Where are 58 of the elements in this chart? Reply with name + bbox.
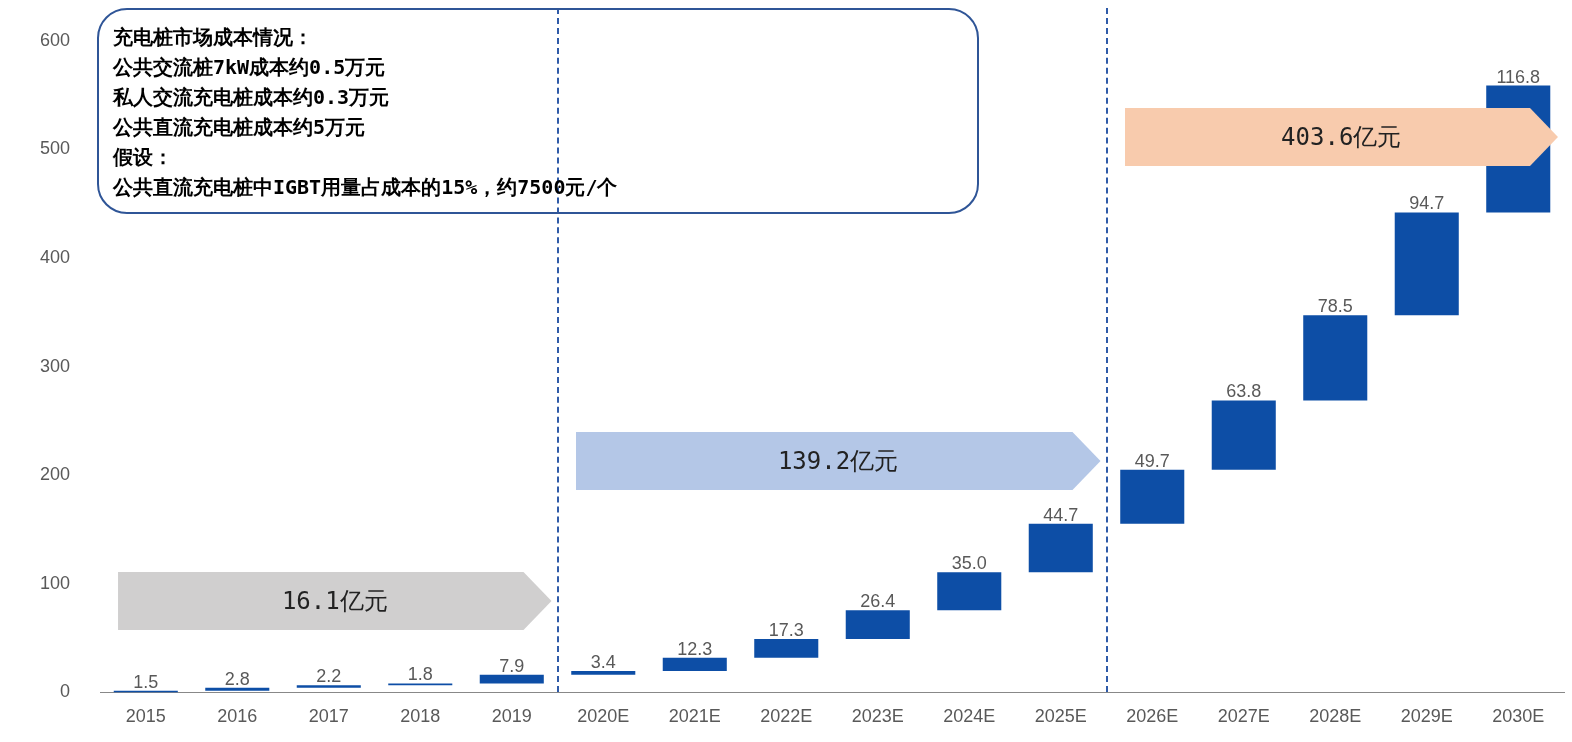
bar	[1211, 400, 1276, 470]
y-tick-label: 0	[60, 681, 71, 702]
data-label: 1.5	[133, 671, 159, 692]
x-tick-label: 2026E	[1126, 706, 1179, 727]
bar	[1028, 523, 1093, 573]
data-label: 49.7	[1134, 450, 1170, 471]
bar	[205, 687, 270, 691]
data-label: 12.3	[677, 638, 713, 659]
data-label: 1.8	[407, 664, 433, 685]
data-label: 94.7	[1409, 193, 1445, 214]
x-tick-label: 2028E	[1309, 706, 1362, 727]
x-tick-label: 2022E	[760, 706, 813, 727]
y-tick-label: 600	[39, 29, 71, 50]
data-label: 7.9	[499, 655, 525, 676]
bar	[662, 657, 727, 672]
x-tick-label: 2025E	[1034, 706, 1087, 727]
bar	[1120, 469, 1185, 524]
bar	[1394, 212, 1459, 316]
bar	[296, 685, 361, 688]
annotation: 公共直流充电桩中IGBT用量占成本的15%，约7500元/个	[113, 174, 619, 201]
annotation: 公共直流充电桩成本约5万元	[113, 114, 367, 141]
bar	[937, 572, 1002, 611]
data-label: 17.3	[768, 619, 804, 640]
annotation: 假设：	[113, 144, 174, 171]
annotation: 公共交流桩7kW成本约0.5万元	[113, 54, 387, 81]
bar	[1303, 315, 1368, 401]
x-tick-label: 2027E	[1217, 706, 1270, 727]
x-tick-label: 2019	[491, 706, 532, 727]
y-tick-label: 500	[39, 138, 71, 159]
x-tick-label: 2018	[400, 706, 441, 727]
data-label: 2.8	[224, 668, 250, 689]
x-tick-label: 2017	[308, 706, 349, 727]
annotation: 私人交流充电桩成本约0.3万元	[113, 84, 391, 111]
data-label: 26.4	[860, 591, 896, 612]
x-tick-label: 2020E	[577, 706, 630, 727]
data-label: 44.7	[1043, 504, 1079, 525]
y-tick-label: 100	[39, 572, 71, 593]
x-tick-label: 2030E	[1492, 706, 1545, 727]
bar	[479, 674, 544, 684]
annotation: 充电桩市场成本情况：	[113, 24, 314, 51]
y-tick-label: 200	[39, 464, 71, 485]
x-tick-label: 2029E	[1400, 706, 1453, 727]
x-tick-label: 2016	[217, 706, 258, 727]
bar	[845, 610, 910, 639]
y-tick-label: 300	[39, 355, 71, 376]
data-label: 3.4	[590, 652, 616, 673]
bar	[754, 638, 819, 658]
x-tick-label: 2024E	[943, 706, 996, 727]
x-tick-label: 2015	[125, 706, 166, 727]
x-tick-label: 2023E	[851, 706, 904, 727]
data-label: 35.0	[951, 553, 987, 574]
data-label: 63.8	[1226, 381, 1262, 402]
data-label: 2.2	[316, 666, 342, 687]
bar	[571, 671, 636, 675]
data-label: 116.8	[1496, 66, 1541, 87]
y-tick-label: 400	[39, 246, 71, 267]
data-label: 78.5	[1317, 296, 1353, 317]
x-tick-label: 2021E	[668, 706, 721, 727]
